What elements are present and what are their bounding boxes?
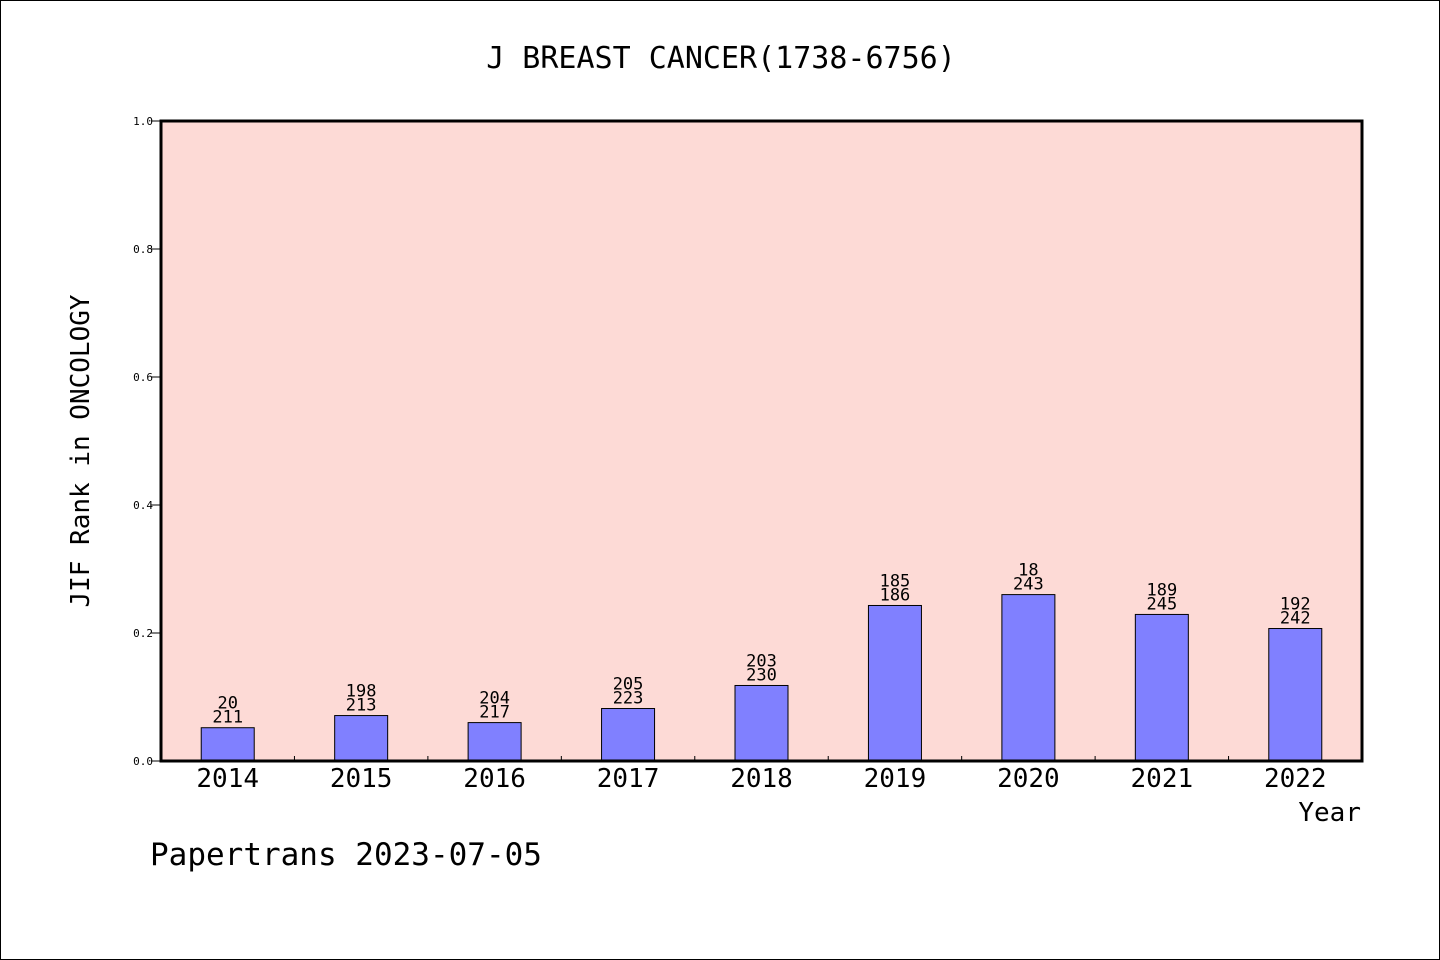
plot-frame xyxy=(159,119,1364,763)
x-tick-label: 2020 xyxy=(997,764,1060,794)
bar-rank-label: 185 xyxy=(880,571,911,591)
y-tick-label: 0.8 xyxy=(133,243,153,256)
bar-total-label: 245 xyxy=(1146,594,1177,614)
bar-2019 xyxy=(867,604,922,762)
y-tick-label: 0.0 xyxy=(133,755,153,768)
bar-2022 xyxy=(1268,628,1323,762)
bar-rank-label: 204 xyxy=(479,689,510,709)
bar-rank-label: 189 xyxy=(1146,580,1177,600)
x-tick-label: 2017 xyxy=(597,764,660,794)
bar-rank-label: 18 xyxy=(1018,561,1038,581)
bar-total-label: 243 xyxy=(1013,575,1044,595)
bars-layer xyxy=(200,594,1323,762)
x-tick-label: 2021 xyxy=(1131,764,1194,794)
bar-total-label: 217 xyxy=(479,703,510,723)
bar-total-label: 230 xyxy=(746,665,777,685)
bar-rank-label: 198 xyxy=(346,682,377,702)
x-tick-label: 2016 xyxy=(463,764,526,794)
bar-total-label: 242 xyxy=(1280,609,1311,629)
bar-2020 xyxy=(1001,594,1056,762)
x-tick-label: 2014 xyxy=(196,764,259,794)
y-axis: 0.0 0.2 0.4 0.6 0.8 1.0 xyxy=(133,115,161,768)
bar-total-label: 213 xyxy=(346,696,377,716)
bar-total-label: 223 xyxy=(613,689,644,709)
x-tick-label: 2022 xyxy=(1264,764,1327,794)
x-axis-title: Year xyxy=(1298,798,1361,828)
bar-2014 xyxy=(200,727,255,762)
x-axis: 2014 2015 2016 2017 2018 2019 2020 2021 2022 xyxy=(196,756,1327,794)
bar-rank-label: 205 xyxy=(613,675,644,695)
y-tick-label: 0.6 xyxy=(133,371,153,384)
y-tick-label: 0.2 xyxy=(133,627,153,640)
y-axis-title: JIF Rank in ONCOLOGY xyxy=(66,294,96,607)
y-tick-label: 1.0 xyxy=(133,115,153,128)
bar-2016 xyxy=(467,722,522,762)
bar-total-label: 211 xyxy=(212,708,243,728)
bar-rank-label: 20 xyxy=(217,694,237,714)
bar-total-label: 186 xyxy=(880,585,911,605)
x-tick-label: 2018 xyxy=(730,764,793,794)
bar-2018 xyxy=(734,684,789,762)
footer-credit: Papertrans 2023-07-05 xyxy=(150,837,542,873)
bar-2017 xyxy=(601,708,656,762)
bar-2021 xyxy=(1134,613,1189,762)
bar-rank-label: 192 xyxy=(1280,595,1311,615)
x-tick-label: 2019 xyxy=(864,764,927,794)
bar-2015 xyxy=(334,715,389,762)
y-tick-label: 0.4 xyxy=(133,499,153,512)
x-tick-label: 2015 xyxy=(330,764,393,794)
bar-rank-label: 203 xyxy=(746,651,777,671)
chart-title: J BREAST CANCER(1738-6756) xyxy=(486,41,956,76)
